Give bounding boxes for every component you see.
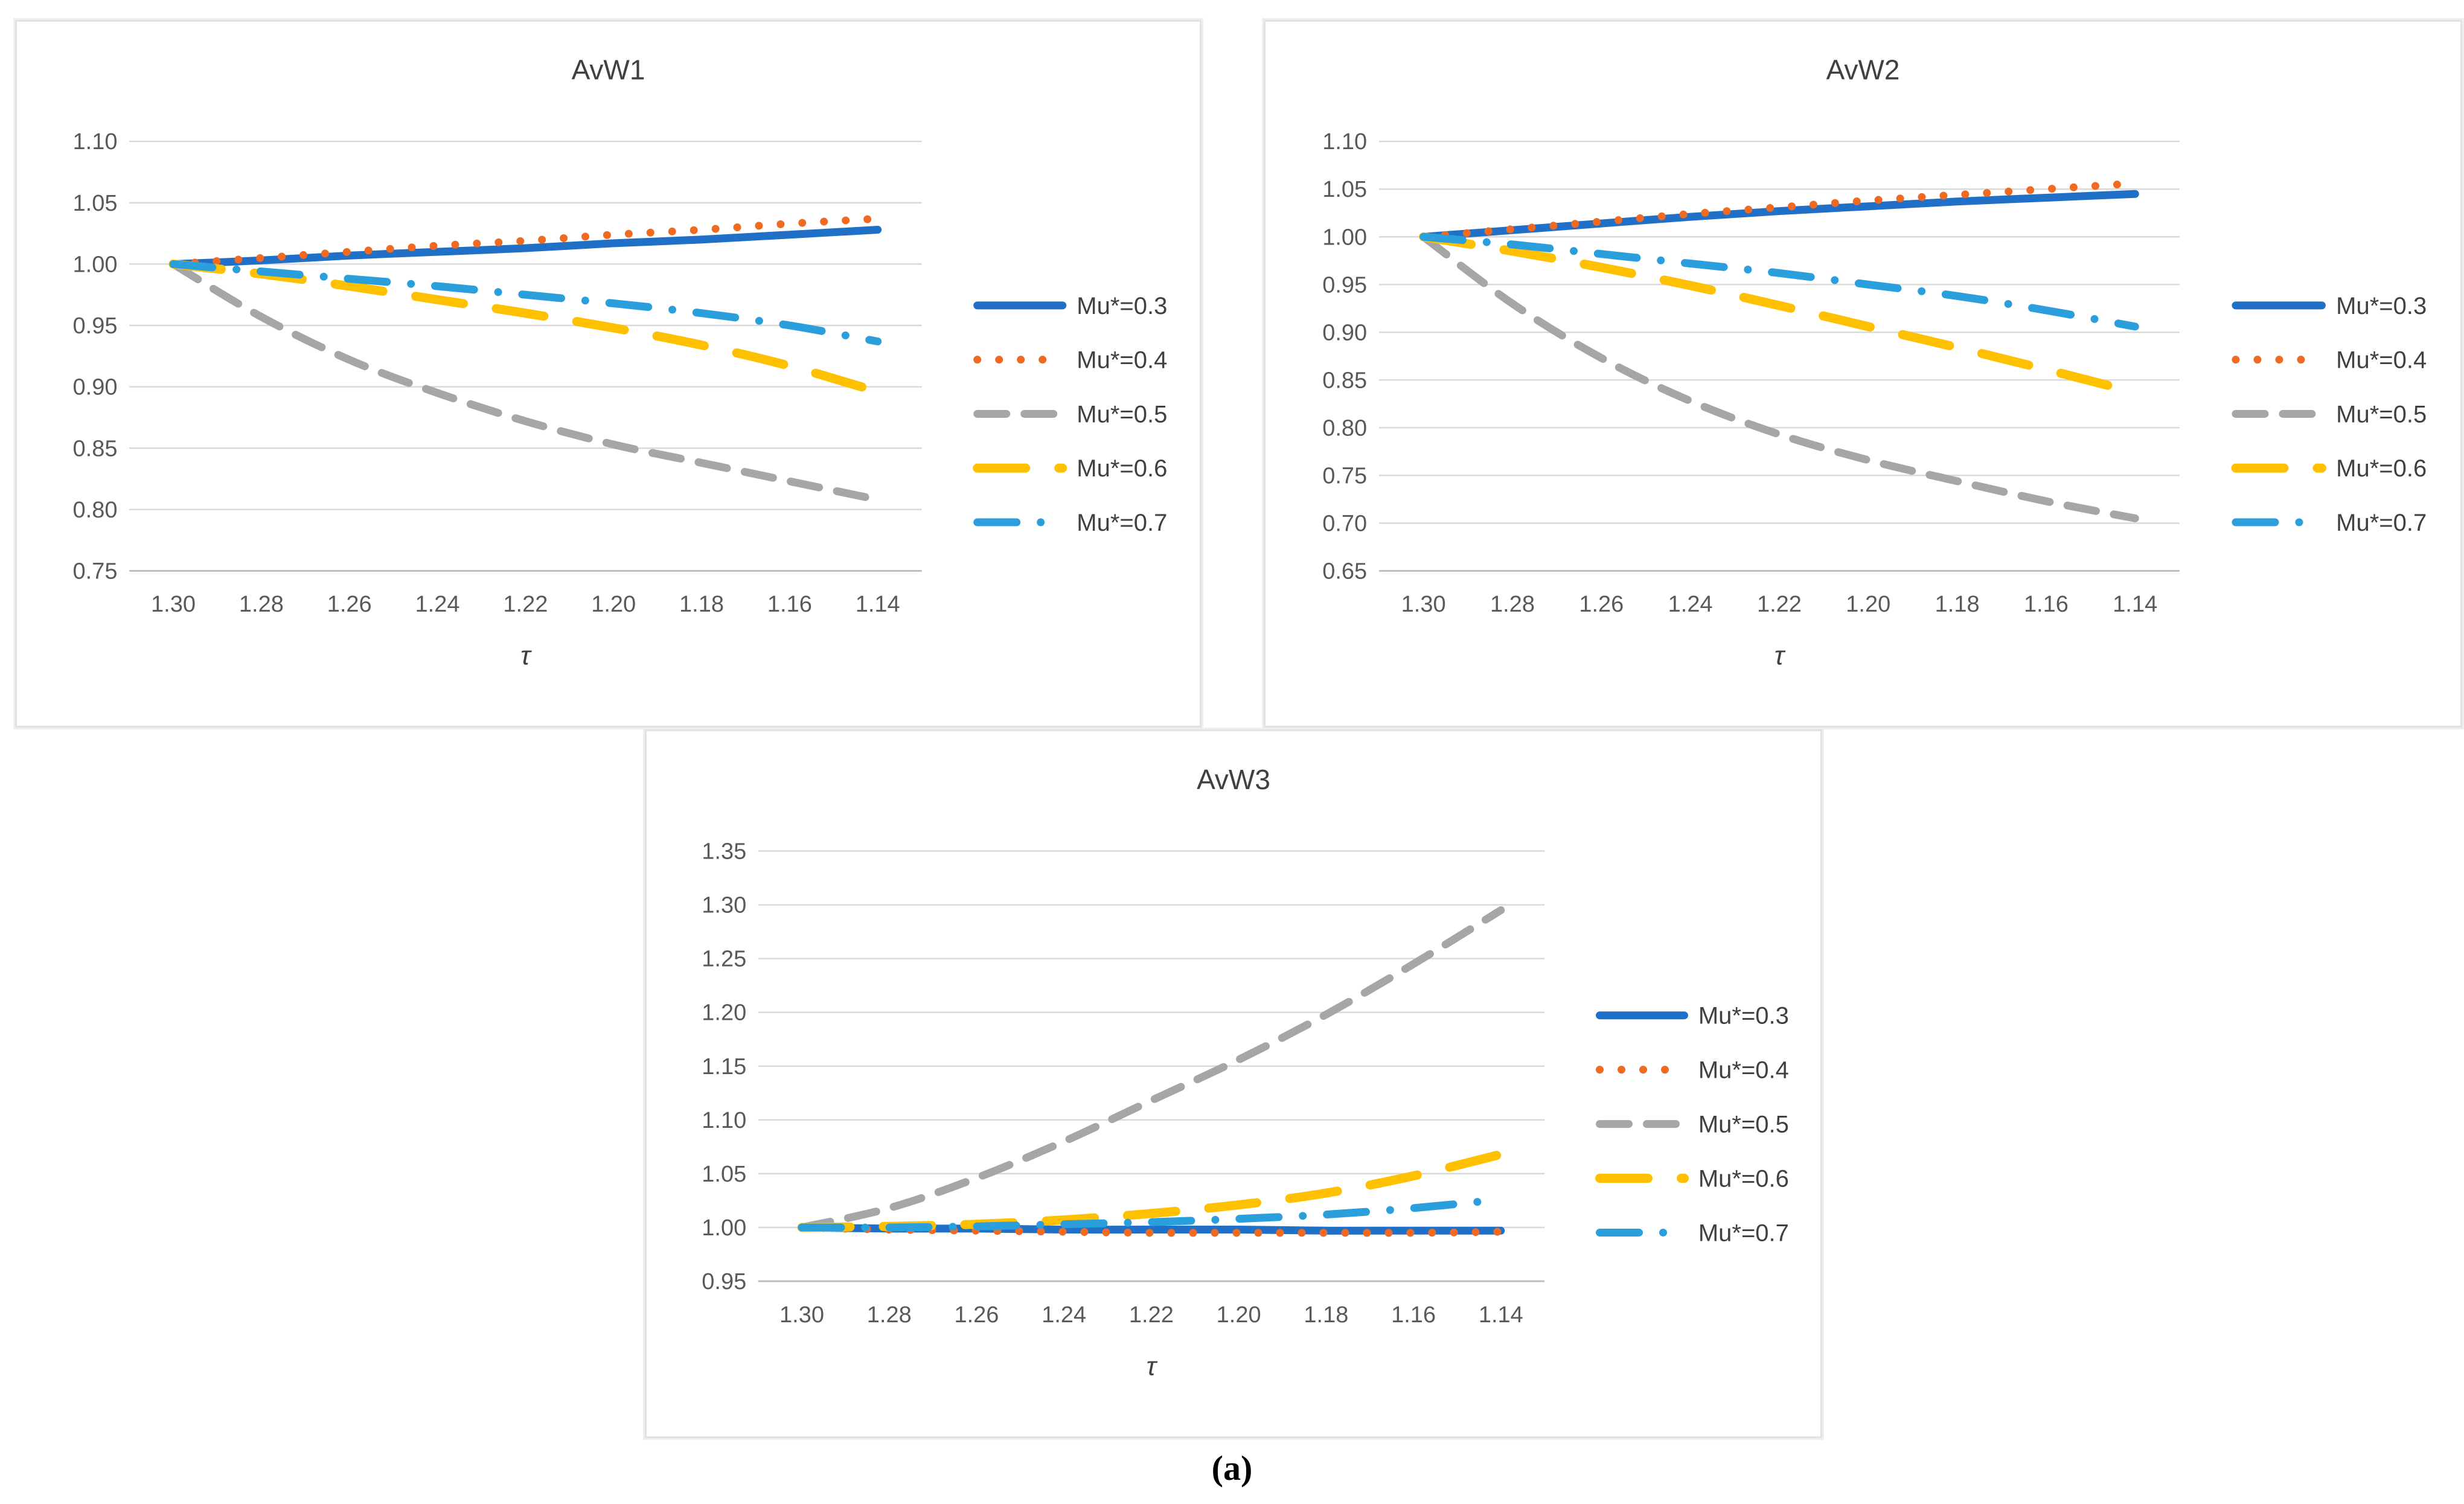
chart-panel-avw3: AvW3 1.35 1.30 1.25 1.20 1.15 1.10 1.05 1.00 0.95…: [645, 729, 1822, 1438]
x-tick-label: 1.24: [415, 592, 460, 617]
x-tick-label: 1.16: [1391, 1302, 1436, 1328]
x-tick-label: 1.18: [1935, 592, 1980, 617]
x-tick-label: 1.28: [867, 1302, 912, 1328]
x-tick-label: 1.26: [1579, 592, 1624, 617]
chart-title: AvW1: [572, 54, 645, 86]
y-tick-label: 1.05: [73, 191, 118, 216]
x-tick-label: 1.14: [1479, 1302, 1523, 1328]
legend-item-label: Mu*=0.4: [1077, 347, 1167, 374]
y-tick-label: 0.95: [73, 313, 118, 339]
x-tick-label: 1.22: [1757, 592, 1802, 617]
y-tick-label: 1.35: [702, 839, 746, 865]
x-tick-label: 1.22: [1129, 1302, 1174, 1328]
y-tick-label: 0.75: [73, 558, 118, 584]
x-tick-label: 1.18: [679, 592, 724, 617]
y-tick-label: 1.00: [1322, 225, 1367, 250]
x-tick-label: 1.24: [1668, 592, 1713, 617]
series-line-Mu0.7: [1419, 232, 2139, 331]
legend-item-label: Mu*=0.4: [2336, 347, 2427, 374]
y-tick-label: 1.10: [73, 129, 118, 155]
chart-panel-avw1: AvW1 1.10 1.05 1.00 0.95 0.90 0.85 0.80 0.75 1.30…: [15, 20, 1202, 728]
y-tick-label: 0.80: [73, 498, 118, 523]
series-line-Mu0.4: [798, 1223, 1505, 1237]
x-tick-label: 1.30: [779, 1302, 824, 1328]
x-tick-label: 1.20: [591, 592, 636, 617]
legend-item-label: Mu*=0.5: [1077, 401, 1167, 427]
chart-panel-avw2: AvW2 1.10 1.05 1.00 0.95 0.90 0.85 0.80 0.75 0.70…: [1264, 20, 2462, 728]
y-tick-label: 1.10: [702, 1108, 746, 1133]
legend-item-label: Mu*=0.3: [2336, 293, 2427, 319]
x-tick-label: 1.28: [1490, 592, 1535, 617]
y-tick-label: 1.05: [702, 1162, 746, 1187]
series-line-Mu0.7: [798, 1195, 1505, 1232]
y-tick-label: 0.90: [1322, 320, 1367, 345]
legend-item-label: Mu*=0.7: [1077, 510, 1167, 536]
chart-svg-avw3: AvW3 1.35 1.30 1.25 1.20 1.15 1.10 1.05 1.00 0.95…: [702, 764, 1789, 1381]
series-line-Mu0.7: [169, 260, 882, 345]
x-tick-label: 1.24: [1042, 1302, 1086, 1328]
chart-svg-avw1: AvW1 1.10 1.05 1.00 0.95 0.90 0.85 0.80 0.75 1.30…: [73, 54, 1168, 671]
series-line-Mu0.4: [169, 214, 882, 268]
x-tick-label: 1.16: [767, 592, 812, 617]
x-tick-label: 1.14: [2113, 592, 2157, 617]
series-line-Mu0.5: [169, 260, 882, 504]
chart-title: AvW2: [1826, 54, 1900, 86]
y-tick-label: 1.10: [1322, 129, 1367, 155]
x-axis-title: τ: [1774, 641, 1786, 671]
chart-title: AvW3: [1197, 764, 1270, 795]
y-tick-label: 0.90: [73, 375, 118, 400]
y-tick-label: 0.70: [1322, 511, 1367, 536]
x-axis-title: τ: [520, 641, 532, 671]
series-line-Mu0.3: [1419, 190, 2139, 241]
x-tick-label: 1.26: [327, 592, 372, 617]
y-tick-label: 0.85: [1322, 368, 1367, 393]
x-tick-label: 1.26: [954, 1302, 999, 1328]
x-tick-label: 1.30: [1401, 592, 1446, 617]
y-tick-label: 0.95: [1322, 272, 1367, 298]
legend-item-label: Mu*=0.6: [1698, 1166, 1789, 1192]
chart-svg-avw2: AvW2 1.10 1.05 1.00 0.95 0.90 0.85 0.80 0.75 0.70…: [1322, 54, 2427, 671]
legend-item-label: Mu*=0.3: [1698, 1003, 1789, 1029]
x-tick-label: 1.22: [503, 592, 548, 617]
legend-item-label: Mu*=0.5: [2336, 401, 2427, 427]
series-line-Mu0.6: [1419, 232, 2140, 397]
y-tick-label: 1.20: [702, 1000, 746, 1026]
series-line-Mu0.5: [798, 906, 1505, 1232]
x-axis-title: τ: [1147, 1351, 1158, 1381]
x-tick-label: 1.14: [856, 592, 900, 617]
y-tick-label: 0.75: [1322, 463, 1367, 488]
x-tick-label: 1.30: [151, 592, 196, 617]
legend-item-label: Mu*=0.5: [1698, 1112, 1789, 1138]
legend-item-label: Mu*=0.6: [2336, 455, 2427, 482]
legend-item-label: Mu*=0.3: [1077, 293, 1167, 319]
legend-item-label: Mu*=0.7: [2336, 510, 2427, 536]
y-tick-label: 0.65: [1322, 558, 1367, 584]
x-tick-label: 1.16: [2024, 592, 2069, 617]
y-tick-label: 1.25: [702, 947, 746, 972]
series-line-Mu0.5: [1419, 232, 2139, 522]
x-tick-label: 1.28: [239, 592, 284, 617]
x-tick-label: 1.20: [1217, 1302, 1261, 1328]
y-tick-label: 1.30: [702, 893, 746, 918]
figure-caption: (a): [1211, 1448, 1253, 1488]
y-tick-label: 1.05: [1322, 177, 1367, 202]
y-tick-label: 0.80: [1322, 415, 1367, 441]
y-tick-label: 1.15: [702, 1054, 746, 1080]
x-tick-label: 1.18: [1304, 1302, 1348, 1328]
legend-item-label: Mu*=0.7: [1698, 1220, 1789, 1246]
series-line-Mu0.3: [169, 226, 882, 268]
y-tick-label: 0.95: [702, 1269, 746, 1294]
x-tick-label: 1.20: [1846, 592, 1890, 617]
series-line-Mu0.6: [797, 1150, 1506, 1232]
legend-item-label: Mu*=0.4: [1698, 1057, 1789, 1084]
legend-item-label: Mu*=0.6: [1077, 455, 1167, 482]
y-tick-label: 1.00: [702, 1215, 746, 1241]
y-tick-label: 0.85: [73, 436, 118, 461]
y-tick-label: 1.00: [73, 252, 118, 277]
